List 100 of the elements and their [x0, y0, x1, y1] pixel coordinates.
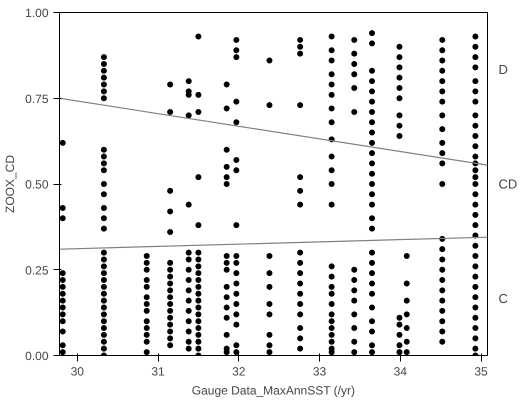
point	[351, 84, 358, 91]
point	[266, 349, 272, 356]
point	[233, 322, 240, 328]
point	[233, 253, 240, 260]
point	[472, 346, 478, 352]
point	[144, 266, 150, 273]
point	[186, 277, 192, 284]
y-tick-label: 0.50	[25, 178, 49, 192]
point	[195, 34, 202, 40]
point	[233, 260, 240, 266]
point	[369, 215, 376, 222]
point	[328, 47, 335, 54]
point	[233, 342, 240, 348]
point	[266, 270, 272, 276]
point	[439, 140, 446, 146]
point	[195, 222, 202, 228]
point	[369, 280, 376, 286]
point	[369, 78, 376, 84]
point	[195, 325, 202, 332]
point	[224, 260, 230, 266]
point	[439, 98, 446, 105]
point	[351, 108, 358, 115]
point	[472, 325, 478, 332]
point	[369, 226, 376, 232]
point	[396, 122, 402, 129]
point	[233, 280, 240, 286]
point	[144, 260, 150, 266]
point	[60, 349, 66, 356]
point	[328, 119, 335, 126]
point	[186, 287, 192, 294]
point	[167, 328, 174, 334]
point	[224, 82, 230, 88]
point	[100, 215, 107, 222]
point	[472, 284, 478, 290]
point	[472, 304, 478, 310]
y-tick-label: 0.25	[25, 263, 49, 278]
point	[472, 64, 478, 70]
point	[472, 191, 478, 198]
point	[266, 58, 272, 64]
point	[351, 338, 358, 345]
point	[328, 71, 335, 78]
point	[396, 64, 402, 70]
point	[396, 132, 402, 139]
point	[60, 311, 66, 318]
point	[195, 311, 202, 318]
point	[404, 253, 410, 260]
x-tick-label: 32	[232, 364, 246, 378]
point	[266, 102, 272, 108]
x-tick-label: 35	[474, 364, 488, 378]
point	[224, 284, 230, 290]
point	[167, 260, 174, 266]
point	[396, 332, 402, 338]
point	[439, 318, 446, 324]
point	[167, 188, 174, 194]
point	[195, 263, 202, 270]
point	[167, 208, 174, 214]
point	[100, 88, 107, 94]
point	[328, 202, 335, 208]
point	[100, 54, 107, 60]
point	[224, 314, 230, 321]
point	[266, 301, 272, 308]
point	[439, 150, 446, 156]
point	[404, 338, 410, 345]
point	[100, 95, 107, 102]
point	[100, 332, 107, 338]
text: D	[498, 62, 508, 78]
point	[369, 328, 376, 334]
point	[369, 181, 376, 187]
point	[100, 277, 107, 284]
point	[144, 308, 150, 314]
point	[439, 266, 446, 273]
point	[167, 82, 174, 88]
point	[328, 58, 335, 64]
point	[369, 260, 376, 266]
point	[167, 229, 174, 236]
point	[328, 92, 335, 98]
point	[351, 71, 358, 78]
point	[100, 318, 107, 324]
point	[100, 154, 107, 160]
point	[195, 250, 202, 256]
point	[439, 308, 446, 314]
point	[186, 266, 192, 273]
point	[266, 311, 272, 318]
point	[167, 274, 174, 280]
point	[195, 277, 202, 284]
point	[233, 222, 240, 228]
point	[266, 342, 272, 348]
point	[100, 146, 107, 153]
point	[144, 277, 150, 284]
point	[233, 270, 240, 276]
point	[233, 54, 240, 60]
point	[369, 88, 376, 94]
point	[100, 256, 107, 262]
point	[144, 253, 150, 260]
point	[439, 126, 446, 132]
point	[297, 188, 304, 194]
point	[60, 270, 66, 276]
point	[472, 167, 478, 174]
point	[369, 98, 376, 105]
point	[297, 174, 304, 180]
